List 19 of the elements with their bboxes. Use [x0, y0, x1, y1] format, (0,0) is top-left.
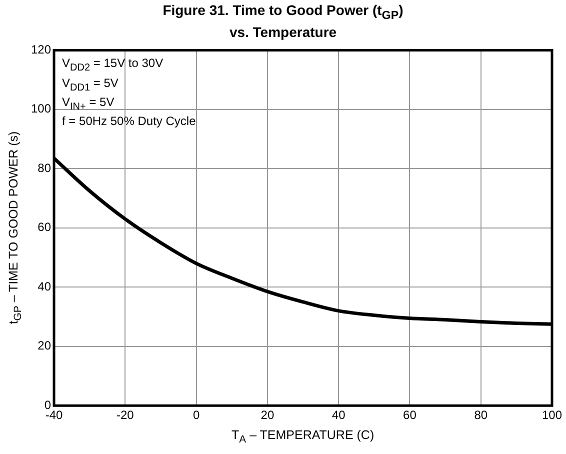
x-axis-title: T$_{A}$ – TEMPERATURE (C) — [232, 428, 374, 446]
y-tick-label: 40 — [38, 279, 52, 294]
y-tick-label: 60 — [38, 220, 52, 234]
chart-title: Figure 31. Time to Good Power (t$_{GP}$) vs. Temperature — [162, 2, 404, 40]
y-tick-label: 120 — [30, 42, 52, 57]
y-tick-label: 100 — [30, 102, 52, 116]
annotation: V$_{IN+}$ = 5V — [62, 94, 114, 112]
y-tick-label: 80 — [38, 160, 52, 175]
x-tick-label: 100 — [542, 408, 562, 422]
x-tick-label: 60 — [403, 408, 417, 422]
x-tick-label: 40 — [332, 408, 346, 422]
y-tick-label: 20 — [38, 338, 52, 353]
x-tick-label: 20 — [260, 408, 274, 422]
x-tick-label: 80 — [474, 408, 488, 422]
x-tick-label: 0 — [192, 408, 200, 422]
annotation: V$_{DD1}$ = 5V — [62, 76, 118, 93]
annotation: f = 50Hz 50% Duty Cycle — [62, 114, 196, 128]
x-tick-label: -20 — [116, 408, 134, 422]
annotation: V$_{DD2}$ = 15V to 30V — [62, 56, 164, 74]
